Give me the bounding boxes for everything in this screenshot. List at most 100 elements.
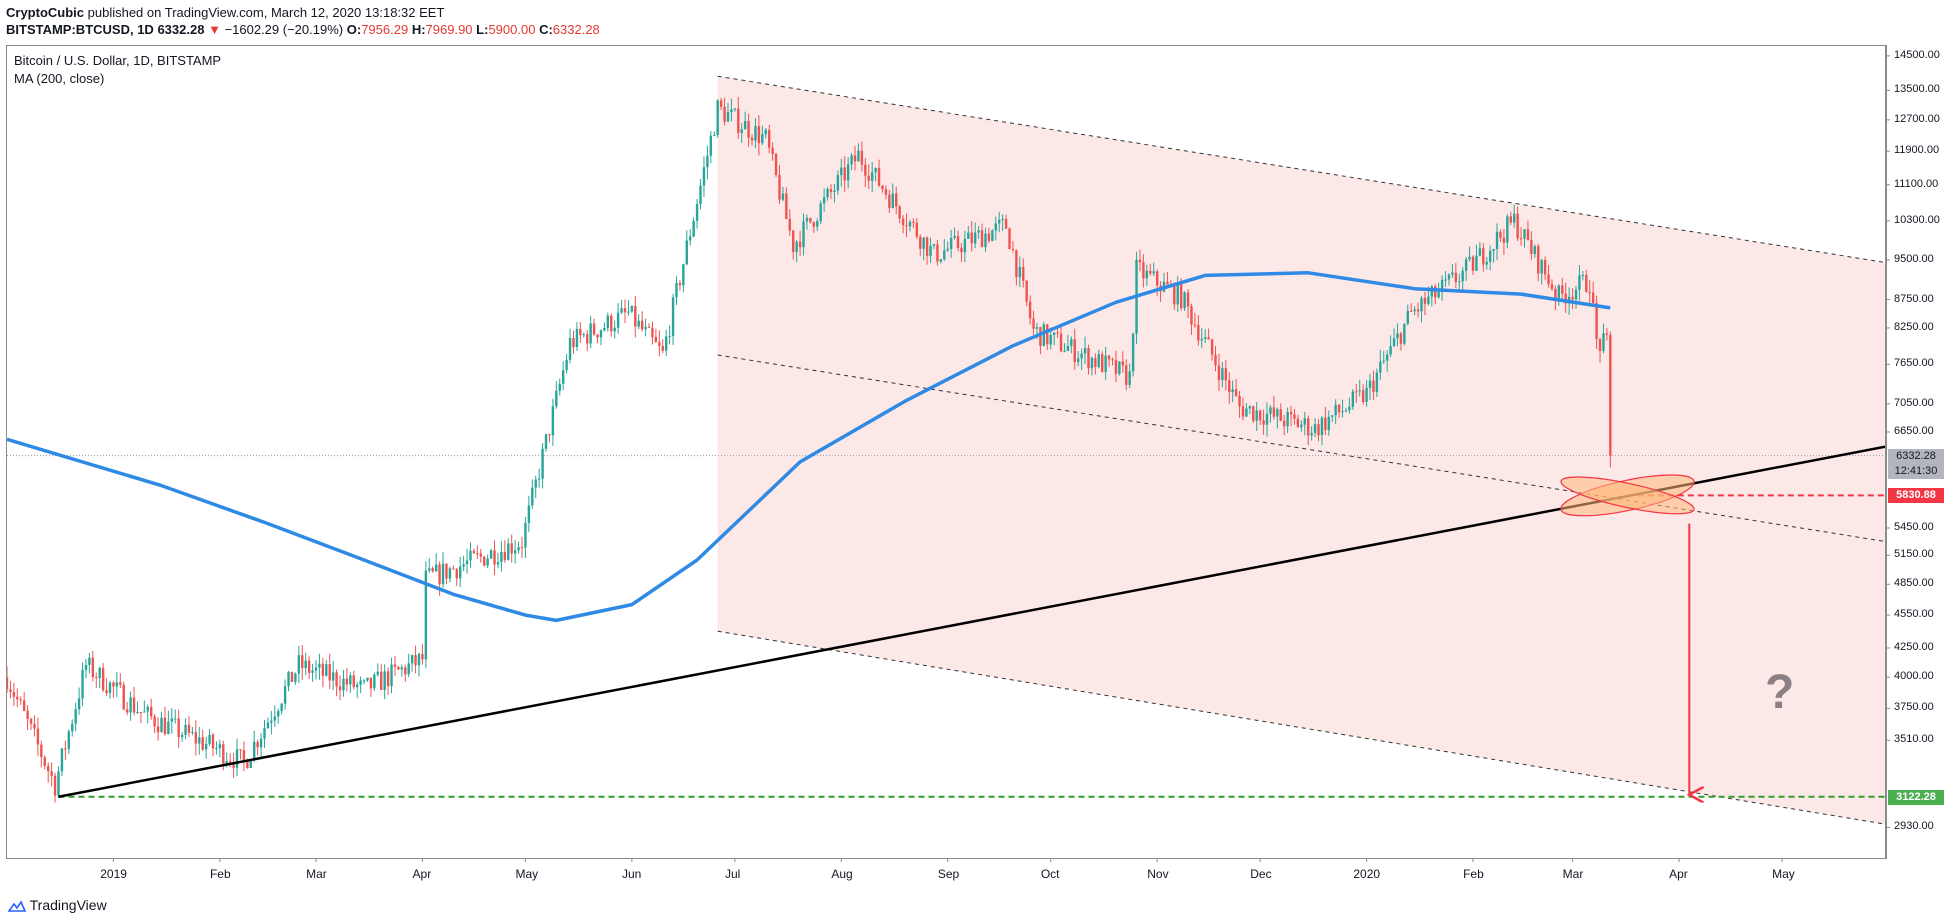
- candle-body: [29, 718, 33, 724]
- candle-body: [1186, 292, 1190, 307]
- candle-body: [1166, 281, 1169, 285]
- candle-body: [747, 121, 750, 138]
- close-value: 6332.28: [552, 22, 600, 37]
- candle-body: [431, 568, 434, 572]
- support-price-tag: 3122.28: [1888, 789, 1944, 805]
- candle-body: [1485, 261, 1488, 265]
- candle-body: [603, 327, 606, 331]
- candle-body: [1080, 353, 1083, 359]
- candle-body: [1049, 334, 1052, 345]
- candle-body: [640, 320, 644, 330]
- last-price-tag: 6332.28: [1888, 448, 1944, 464]
- ma-layer: [7, 271, 1611, 623]
- candle-body: [610, 315, 613, 332]
- candle-body: [870, 172, 874, 181]
- tradingview-logo-icon: [7, 900, 27, 913]
- candle-body: [1090, 358, 1094, 369]
- close-label: C:: [539, 22, 553, 37]
- candle-body: [582, 334, 585, 336]
- candle-body: [36, 728, 40, 745]
- candle-body: [541, 448, 544, 479]
- candle-body: [630, 305, 634, 312]
- candle-body: [448, 568, 452, 579]
- candle-body: [1138, 259, 1142, 263]
- price-axis-label: 8750.00: [1894, 292, 1934, 305]
- candle-body: [551, 406, 555, 436]
- candle-body: [967, 232, 970, 239]
- candle-body: [1324, 417, 1327, 431]
- candle-body: [438, 564, 441, 585]
- candle-body: [658, 342, 661, 346]
- price-axis-label: 5450.00: [1894, 520, 1934, 533]
- down-arrow-icon: ▼: [208, 22, 221, 37]
- candle-body: [1104, 355, 1107, 372]
- candle-body: [211, 734, 215, 749]
- candle-body: [802, 221, 805, 248]
- candle-body: [963, 238, 967, 253]
- ohlc-line: BITSTAMP:BTCUSD, 1D 6332.28 ▼ −1602.29 (…: [6, 22, 600, 37]
- price-axis-label: 2930.00: [1894, 820, 1934, 833]
- candle-body: [716, 100, 719, 135]
- legend-title[interactable]: Bitcoin / U.S. Dollar, 1D, BITSTAMP: [14, 53, 222, 68]
- candle-body: [1523, 229, 1526, 239]
- candle-body: [668, 335, 671, 337]
- candle-body: [1557, 285, 1561, 299]
- candle-body: [331, 672, 335, 681]
- candle-body: [953, 236, 956, 238]
- candle-body: [1499, 231, 1502, 238]
- candle-body: [1533, 246, 1537, 254]
- candle-body: [434, 564, 438, 572]
- candle-body: [362, 680, 366, 682]
- candle-body: [1052, 332, 1056, 335]
- candle-body: [1416, 309, 1420, 312]
- candle-body: [1042, 324, 1046, 347]
- candle-body: [1447, 274, 1451, 280]
- candle-body: [1513, 213, 1516, 223]
- candle-body: [1210, 339, 1214, 355]
- candle-body: [273, 716, 276, 721]
- candle-body: [1176, 283, 1179, 305]
- price-change: −1602.29 (−20.19%): [224, 22, 344, 37]
- open-label: O:: [346, 22, 362, 37]
- candle-body: [664, 336, 668, 351]
- candle-body: [1609, 334, 1612, 456]
- candle-body: [503, 551, 507, 561]
- candle-body: [95, 677, 98, 679]
- time-axis-label: May: [1772, 867, 1795, 881]
- price-axis-label: 13500.00: [1894, 83, 1940, 96]
- candle-body: [1142, 262, 1145, 279]
- candle-body: [840, 167, 843, 176]
- tradingview-footer[interactable]: TradingView: [7, 897, 107, 913]
- candle-body: [555, 390, 558, 407]
- candle-body: [1351, 391, 1355, 407]
- candle-body: [1252, 406, 1255, 421]
- candle-body: [764, 129, 767, 135]
- candle-body: [867, 175, 870, 181]
- candle-body: [1506, 216, 1509, 243]
- candle-body: [647, 326, 651, 328]
- candle-body: [737, 108, 740, 133]
- candle-body: [915, 222, 919, 237]
- candle-body: [98, 667, 101, 679]
- candle-body: [1035, 327, 1039, 329]
- candle-body: [1355, 391, 1358, 393]
- candle-body: [898, 206, 901, 219]
- time-axis-label: Mar: [306, 867, 327, 881]
- candle-body: [1423, 297, 1427, 304]
- candle-body: [1114, 359, 1118, 374]
- price-axis-label: 8250.00: [1894, 320, 1934, 333]
- candle-body: [349, 675, 352, 685]
- candle-body: [671, 297, 675, 336]
- candle-body: [548, 434, 551, 436]
- candle-body: [1598, 339, 1602, 352]
- candle-body: [119, 682, 122, 685]
- candle-body: [949, 237, 953, 249]
- candle-body: [297, 655, 301, 674]
- candle-body: [386, 671, 390, 687]
- legend-indicator[interactable]: MA (200, close): [14, 71, 105, 86]
- author-name[interactable]: CryptoCubic: [6, 5, 84, 20]
- candle-body: [1097, 354, 1100, 367]
- candle-body: [991, 230, 994, 241]
- candle-body: [1179, 283, 1183, 309]
